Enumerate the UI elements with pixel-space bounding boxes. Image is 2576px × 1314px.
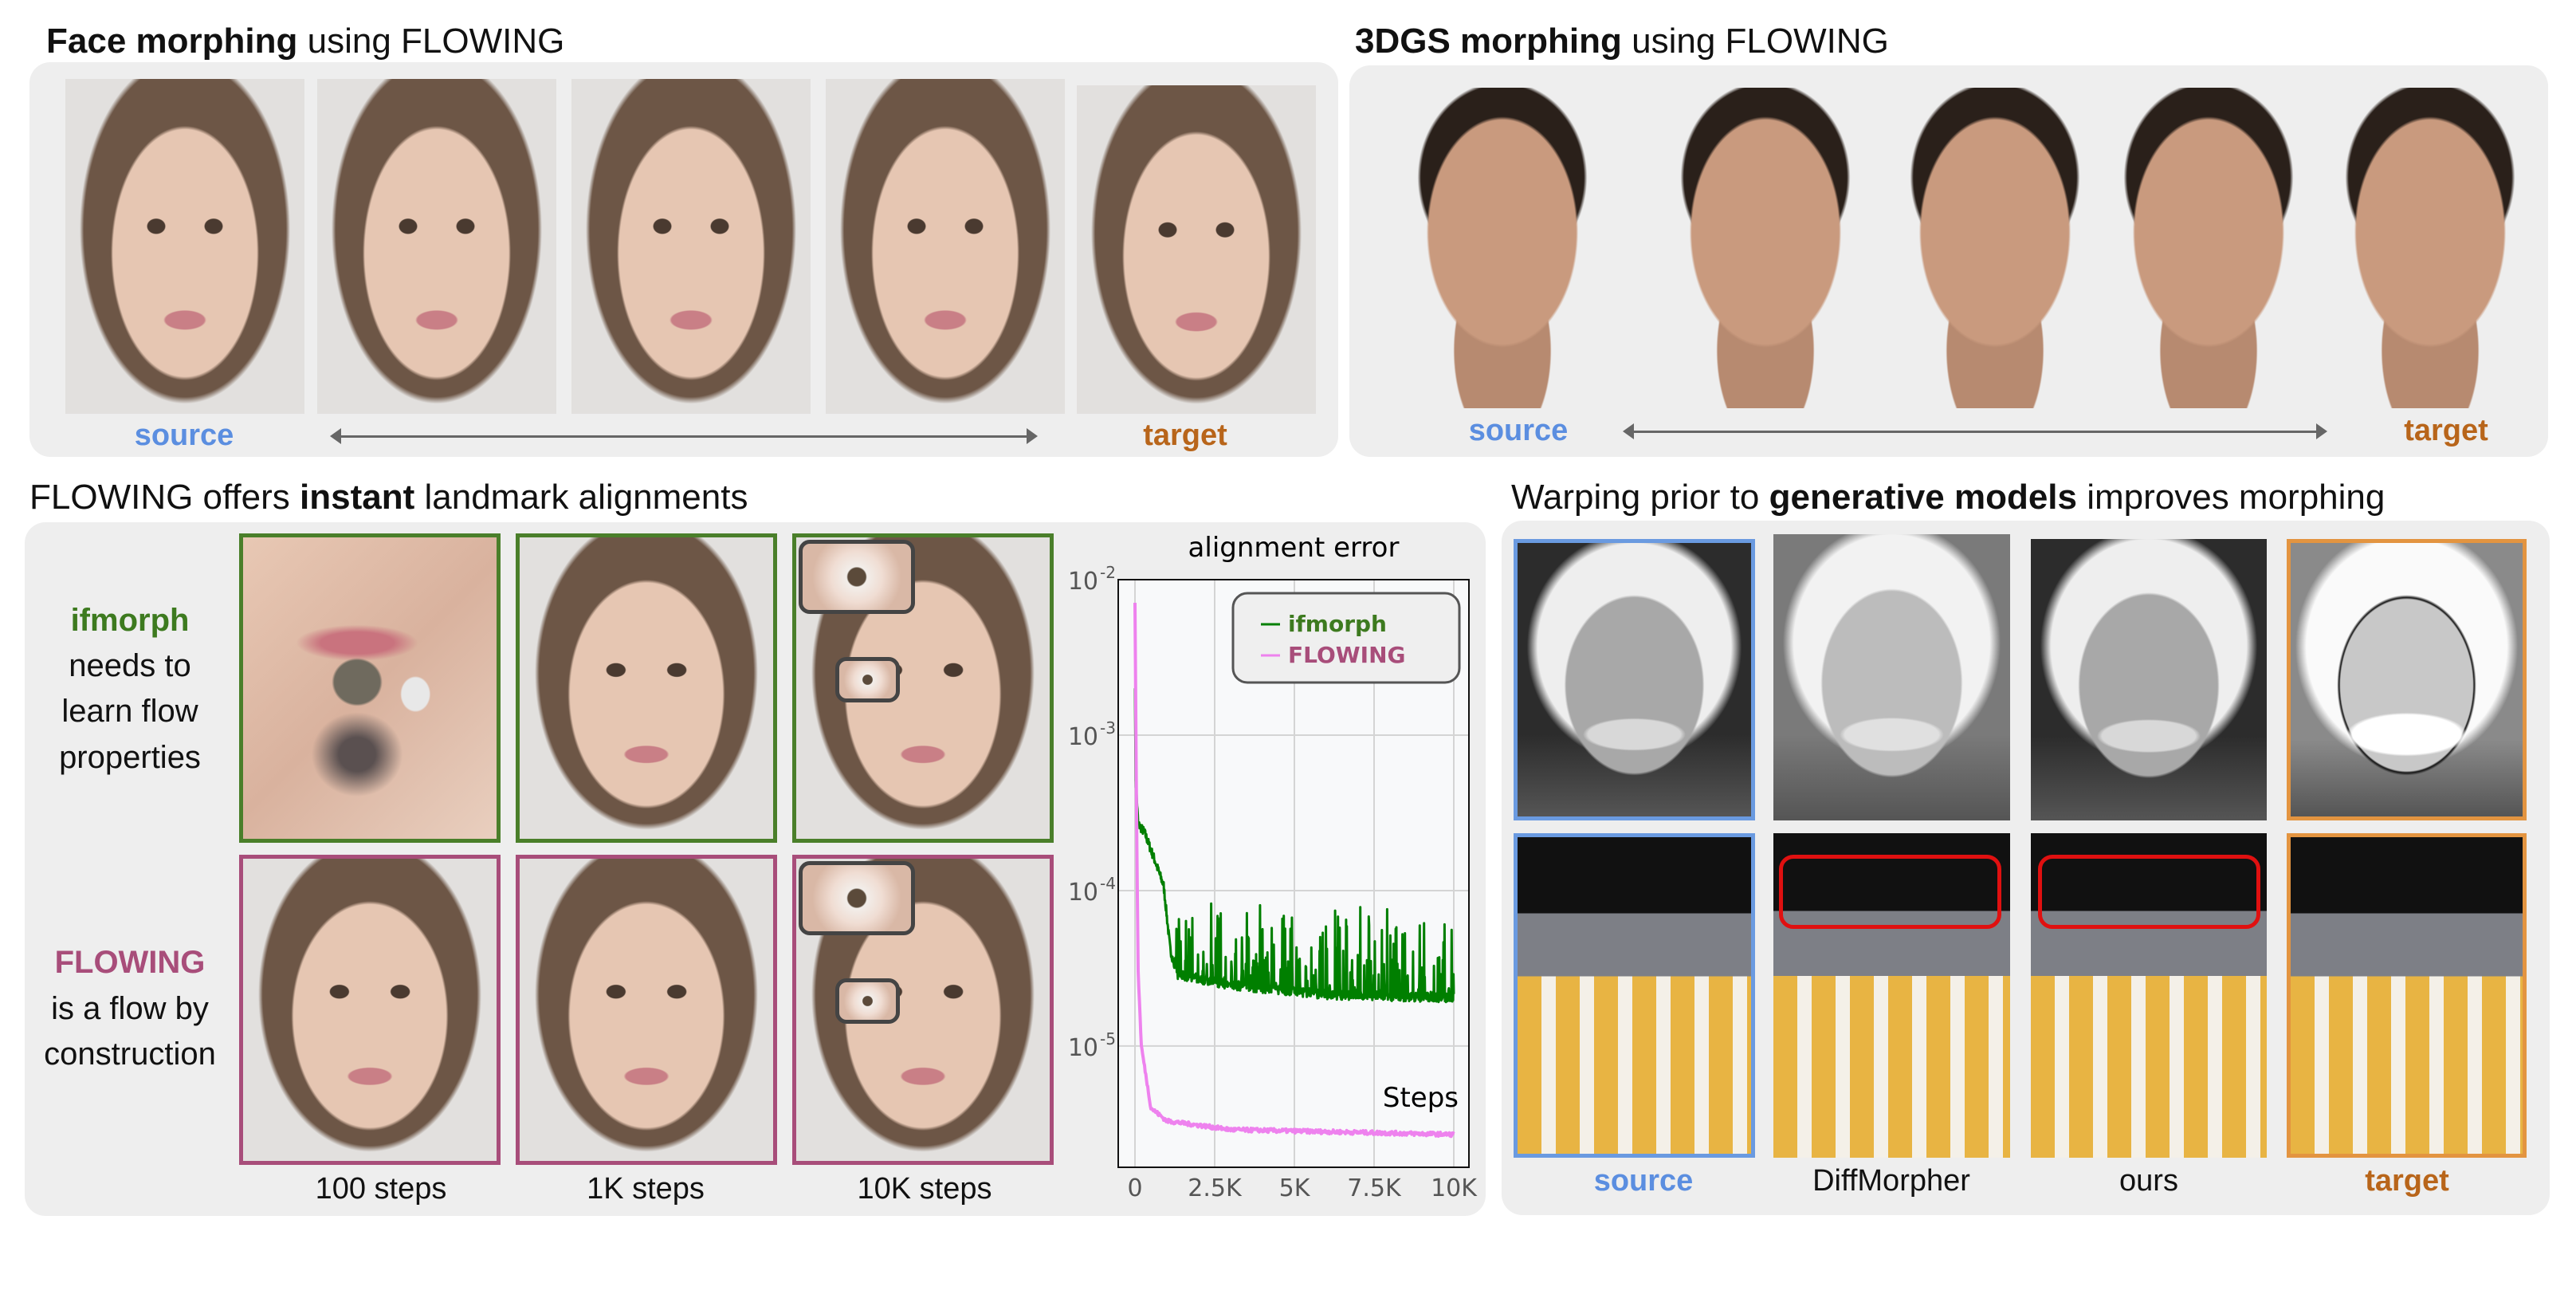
face-frame-3 (571, 79, 811, 414)
plot-frame (1117, 579, 1470, 1168)
head-frame-2 (1654, 88, 1877, 408)
face-frame-target (1077, 85, 1316, 414)
highlight-box-ours (2038, 855, 2260, 929)
x-tick-label: 10K (1431, 1174, 1478, 1202)
house-source-image (1514, 833, 1755, 1158)
title-post: landmark alignments (414, 478, 748, 517)
eye-zoom-region (835, 657, 900, 702)
x-tick-labels: 0 2.5K 5K 7.5K 10K (1127, 1174, 1478, 1202)
einstein-diffmorpher-image (1773, 534, 2010, 820)
title-bold: generative models (1769, 478, 2077, 517)
ifmorph-desc-line: needs to (69, 648, 191, 683)
title-rest: using FLOWING (1621, 22, 1889, 61)
alignment-title: FLOWING offers instant landmark alignmen… (29, 480, 748, 515)
generative-target-label: target (2365, 1164, 2449, 1198)
head-frame-4 (2097, 88, 2320, 408)
highlight-box-diffmorpher (1779, 855, 2001, 929)
caption-1k-steps: 1K steps (587, 1172, 705, 1206)
x-axis-label: Steps (1383, 1082, 1459, 1114)
ifmorph-desc-line: learn flow (61, 694, 198, 729)
y-tick-exponent: -2 (1100, 563, 1116, 582)
ifmorph-desc-line: properties (59, 740, 201, 775)
title-bold: 3DGS morphing (1355, 22, 1622, 61)
flowing-100-steps-image (239, 855, 501, 1165)
face-target-label: target (1143, 419, 1227, 452)
3dgs-target-label: target (2404, 414, 2488, 447)
chart-title: alignment error (1188, 532, 1400, 564)
caption-100-steps: 100 steps (315, 1172, 447, 1206)
y-tick-exponent: -5 (1100, 1029, 1116, 1048)
title-bold: instant (300, 478, 415, 517)
series-line-ifmorph (1133, 688, 1455, 1004)
y-tick-labels: 10-210-310-410-5 (1068, 563, 1116, 1062)
house-target-image (2287, 833, 2527, 1158)
y-tick-exponent: -4 (1100, 874, 1116, 893)
alignment-error-chart: alignment error 10-210-310-410-5 0 2.5K 5K… (1068, 532, 1478, 1202)
legend-box (1231, 592, 1461, 684)
eye-zoom-inset (799, 861, 915, 935)
title-bold: Face morphing (46, 22, 298, 61)
einstein-target-image (2287, 539, 2527, 820)
legend-ifmorph-label: ifmorph (1288, 611, 1387, 637)
einstein-ours-image (2031, 539, 2267, 820)
title-pre: FLOWING offers (29, 478, 300, 517)
eye-zoom-inset (799, 540, 915, 614)
y-tick-label: 10 (1068, 723, 1098, 751)
ifmorph-100-steps-image (239, 533, 501, 843)
diffmorpher-label: DiffMorpher (1812, 1164, 1970, 1198)
caption-10k-steps: 10K steps (857, 1172, 992, 1206)
face-morphing-title: Face morphing using FLOWING (46, 24, 564, 59)
legend-flowing-label: FLOWING (1288, 642, 1406, 668)
face-frame-4 (826, 79, 1065, 414)
generative-title: Warping prior to generative models impro… (1511, 480, 2385, 515)
title-post: improves morphing (2076, 478, 2386, 517)
3dgs-source-label: source (1468, 414, 1569, 447)
double-arrow-icon (330, 428, 1038, 444)
face-source-label: source (134, 419, 234, 452)
eye-zoom-region (835, 978, 900, 1024)
head-frame-3 (1883, 88, 2107, 408)
ifmorph-1k-steps-image (516, 533, 777, 843)
title-rest: using FLOWING (297, 22, 565, 61)
y-tick-label: 10 (1068, 1034, 1098, 1062)
face-frame-2 (317, 79, 556, 414)
face-frame-source (65, 79, 304, 414)
y-tick-label: 10 (1068, 568, 1098, 596)
house-diffmorpher-image (1773, 833, 2010, 1158)
x-tick-label: 2.5K (1188, 1174, 1243, 1202)
head-frame-source (1391, 88, 1614, 408)
x-tick-label: 5K (1279, 1174, 1311, 1202)
ifmorph-label: ifmorph (70, 603, 190, 638)
series-lines (1133, 602, 1455, 1139)
ours-label: ours (2119, 1164, 2178, 1198)
y-tick-exponent: -3 (1100, 718, 1116, 738)
einstein-source-image (1514, 539, 1755, 820)
y-tick-label: 10 (1068, 879, 1098, 907)
x-tick-label: 7.5K (1347, 1174, 1402, 1202)
title-pre: Warping prior to (1511, 478, 1769, 517)
flowing-1k-steps-image (516, 855, 777, 1165)
series-line-flowing (1133, 602, 1455, 1139)
3dgs-morphing-title: 3DGS morphing using FLOWING (1355, 24, 1889, 59)
head-frame-target (2319, 88, 2542, 408)
house-ours-image (2031, 833, 2267, 1158)
double-arrow-icon (1623, 423, 2327, 439)
generative-source-label: source (1593, 1164, 1694, 1198)
flowing-desc-line: is a flow by (51, 991, 209, 1026)
flowing-label: FLOWING (54, 945, 206, 980)
flowing-desc-line: construction (44, 1037, 216, 1072)
x-tick-label: 0 (1127, 1174, 1142, 1202)
